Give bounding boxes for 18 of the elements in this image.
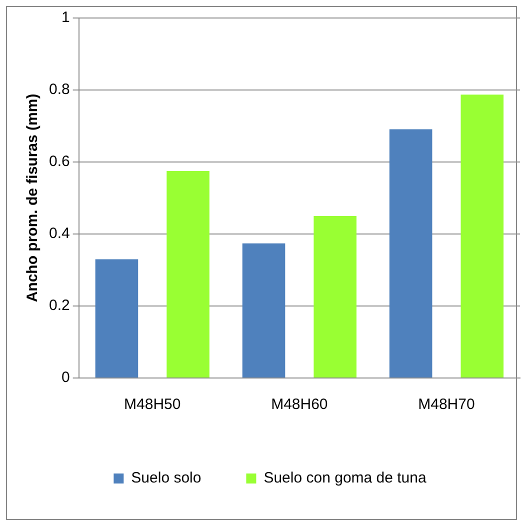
bar	[166, 171, 210, 378]
legend-label: Suelo con goma de tuna	[264, 470, 427, 487]
y-tick-label: 1	[62, 9, 70, 26]
bar	[460, 94, 504, 378]
y-tick-label: 0.8	[48, 81, 70, 98]
legend-label: Suelo solo	[131, 470, 202, 487]
y-axis-title: Ancho prom. de fisuras (mm)	[24, 94, 42, 302]
y-tick-label: 0.4	[48, 225, 70, 242]
bar	[389, 129, 432, 378]
x-tick-label: M48H70	[418, 396, 475, 414]
y-tick-label: 0	[62, 369, 70, 386]
bar	[314, 216, 356, 378]
bar	[95, 259, 138, 378]
bar	[242, 243, 286, 378]
x-tick-label: M48H50	[124, 396, 181, 414]
y-tick-label: 0.2	[48, 297, 70, 314]
y-tick-label: 0.6	[48, 153, 70, 170]
x-tick-label: M48H60	[271, 396, 328, 414]
